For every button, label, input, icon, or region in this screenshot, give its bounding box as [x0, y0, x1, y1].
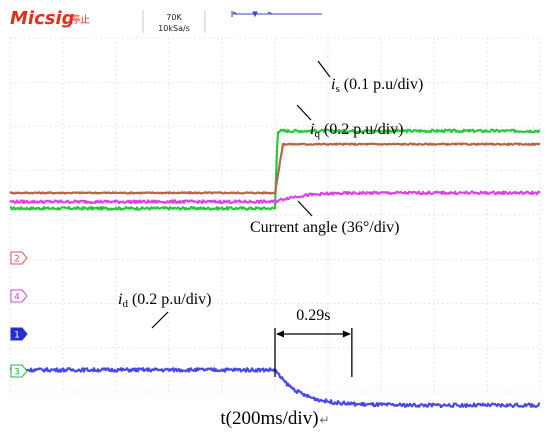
annotation-label: 0.29s	[296, 307, 330, 324]
trace-angle	[9, 190, 541, 205]
leader-line-angle	[297, 200, 313, 217]
scope-header: Micsig 停止 70K 10kSa/s	[10, 8, 322, 33]
brand-logo: Micsig	[10, 8, 75, 29]
scope-grid	[9, 37, 541, 393]
marker-label: 3	[14, 368, 20, 378]
sample-rate: 10kSa/s	[158, 24, 190, 33]
channel-marker-2: 2	[10, 251, 28, 265]
x-axis-label: t(200ms/div)	[220, 408, 319, 429]
marker-shape	[10, 289, 28, 303]
trace-iq	[9, 142, 541, 195]
x-axis-caption: t(200ms/div)↵	[0, 408, 550, 430]
trace-label-id: id (0.2 p.u/div)	[118, 291, 212, 310]
channel-marker-1: 1	[10, 327, 28, 341]
channel-markers: 2 4 1 3	[10, 251, 28, 378]
leader-line-iq	[296, 104, 312, 121]
marker-shape	[10, 327, 28, 341]
trace-is	[9, 128, 541, 211]
timebase-value: 70K	[166, 13, 182, 22]
run-status: 停止	[70, 13, 90, 26]
trace-label-is: is (0.1 p.u/div)	[331, 76, 423, 95]
trace-labels: is (0.1 p.u/div) iq (0.2 p.u/div) Current …	[118, 60, 423, 329]
leader-line-is	[317, 60, 331, 78]
trigger-position-bar	[231, 11, 322, 18]
marker-label: 1	[14, 331, 20, 341]
trace-label-angle: Current angle (36°/div)	[250, 219, 399, 236]
marker-shape	[10, 364, 28, 378]
marker-label: 2	[14, 255, 20, 265]
annotation-arrow-left	[276, 330, 284, 338]
trace-label-iq: iq (0.2 p.u/div)	[310, 121, 404, 140]
annotation-arrow-right	[342, 330, 351, 338]
channel-marker-4: 4	[10, 289, 28, 303]
time-annotation: 0.29s	[274, 307, 353, 377]
return-mark: ↵	[319, 413, 330, 427]
marker-shape	[10, 251, 28, 265]
channel-marker-3: 3	[10, 364, 28, 378]
leader-line-id	[151, 311, 169, 329]
marker-label: 4	[14, 293, 20, 303]
